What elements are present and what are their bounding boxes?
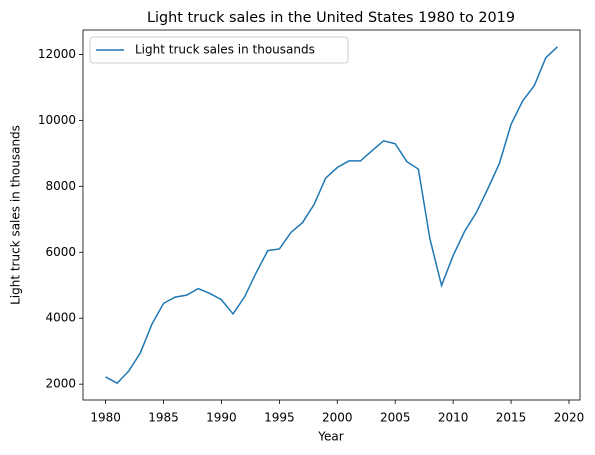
plot-frame <box>82 29 581 401</box>
legend-box <box>89 36 349 64</box>
x-tick-label: 1995 <box>264 411 295 425</box>
x-tick-label: 2015 <box>496 411 527 425</box>
y-tick-label: 2000 <box>45 377 76 391</box>
x-tick-label: 2000 <box>322 411 353 425</box>
y-axis-label: Light truck sales in thousands <box>9 125 23 305</box>
y-tick-label: 10000 <box>38 113 76 127</box>
x-tick-label: 1990 <box>206 411 237 425</box>
y-tick-label: 4000 <box>45 311 76 325</box>
x-tick-label: 1980 <box>90 411 121 425</box>
data-line <box>105 46 558 385</box>
chart-title: Light truck sales in the United States 1… <box>147 10 515 26</box>
y-tick-label: 6000 <box>45 245 76 259</box>
x-tick-label: 1985 <box>148 411 179 425</box>
y-tick-label: 8000 <box>45 179 76 193</box>
x-tick-label: 2020 <box>554 411 585 425</box>
legend-label: Light truck sales in thousands <box>135 43 315 57</box>
x-axis-label: Year <box>317 430 343 444</box>
y-tick-label: 12000 <box>38 47 76 61</box>
x-tick-label: 2005 <box>380 411 411 425</box>
x-tick-label: 2010 <box>438 411 469 425</box>
